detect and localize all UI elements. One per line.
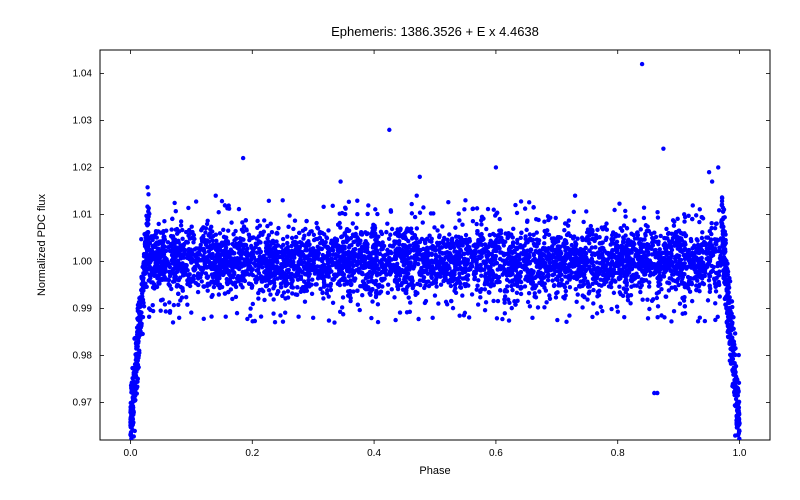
y-tick-label: 1.04 [73,68,93,79]
y-tick-label: 1.00 [73,256,93,267]
y-tick-label: 1.02 [73,162,93,173]
y-axis-label: Normalized PDC flux [36,193,48,296]
chart-svg: 0.0 0.2 0.4 0.6 0.8 1.0 0.97 0.98 0.99 1.00 1.01 1.… [0,0,800,500]
y-tick-label: 1.03 [73,115,93,126]
y-tick-label: 0.98 [73,350,93,361]
x-tick-label: 0.4 [367,448,381,459]
x-tick-label: 0.6 [489,448,503,459]
x-tick-label: 0.8 [611,448,625,459]
chart-title: Ephemeris: 1386.3526 + E x 4.4638 [331,24,539,39]
x-tick-label: 0.0 [124,448,138,459]
phase-flux-chart: 0.0 0.2 0.4 0.6 0.8 1.0 0.97 0.98 0.99 1.00 1.01 1.… [0,0,800,500]
y-tick-label: 0.97 [73,397,93,408]
x-axis-label: Phase [419,465,450,477]
y-tick-label: 1.01 [73,209,93,220]
x-tick-label: 1.0 [733,448,747,459]
x-tick-label: 0.2 [245,448,259,459]
y-tick-label: 0.99 [73,303,93,314]
